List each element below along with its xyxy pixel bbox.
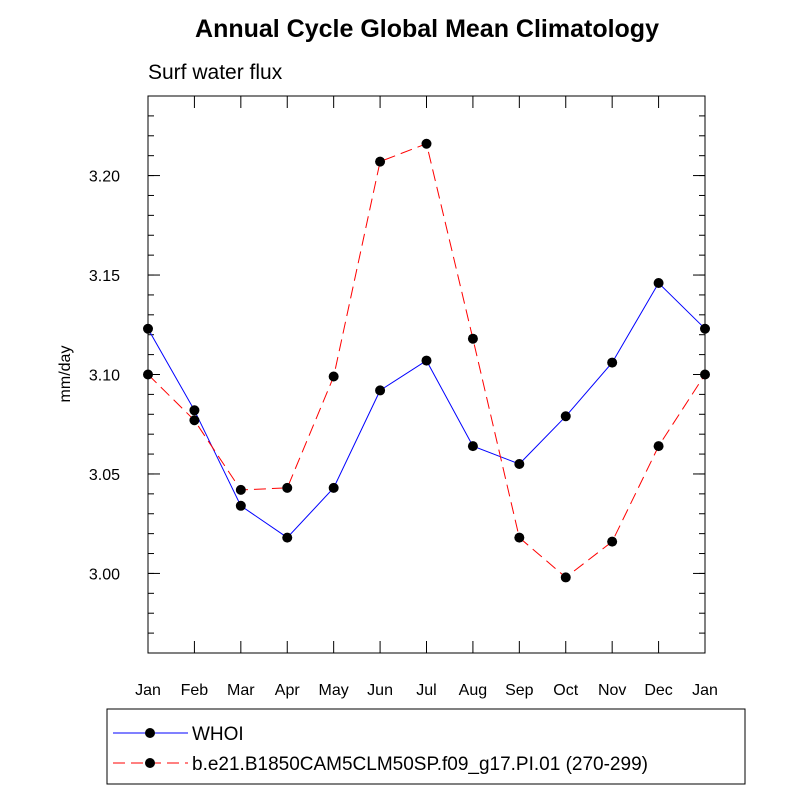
- plot-frame: [147, 95, 706, 654]
- series-1-point: [514, 459, 525, 470]
- legend-label-1: WHOI: [192, 724, 244, 745]
- x-tick-label: Jun: [367, 682, 393, 699]
- x-tick-label: Jan: [692, 682, 718, 699]
- chart-title: Annual Cycle Global Mean Climatology: [195, 15, 659, 43]
- legend-box: [106, 708, 746, 785]
- y-tick-labels: 3.00 3.05 3.10 3.15 3.20: [89, 169, 120, 584]
- y-tick-label: 3.20: [89, 169, 120, 186]
- x-tick-label: Dec: [644, 682, 672, 699]
- x-tick-label: Jan: [135, 682, 161, 699]
- series-2-point: [653, 441, 664, 452]
- chart-subtitle: Surf water flux: [148, 61, 283, 84]
- series-1-point: [189, 405, 200, 416]
- y-tick-label: 3.15: [89, 268, 120, 285]
- series-2-point: [607, 536, 618, 547]
- x-tick-label: Aug: [459, 682, 487, 699]
- series-1-point: [235, 500, 246, 511]
- y-tick-label: 3.00: [89, 566, 120, 583]
- series-2-point: [282, 482, 293, 493]
- series-2-point: [328, 371, 339, 382]
- x-tick-labels: Jan Feb Mar Apr May Jun Jul Aug Sep Oct Nov Dec Jan: [135, 682, 718, 699]
- y-axis-label: mm/day: [57, 346, 74, 403]
- x-tick-label: May: [319, 682, 349, 699]
- series-1-point: [421, 355, 432, 366]
- series-1-point: [375, 385, 386, 396]
- legend-marker-1: [145, 728, 155, 738]
- series-2-point: [421, 138, 432, 149]
- series-1-point: [282, 532, 293, 543]
- series-line-1: [147, 282, 706, 539]
- x-tick-label: Nov: [598, 682, 626, 699]
- legend-label-2: b.e21.B1850CAM5CLM50SP.f09_g17.PI.01 (27…: [192, 754, 648, 775]
- legend-marker-2: [145, 758, 155, 768]
- series-1-point: [328, 482, 339, 493]
- series-2-point: [235, 484, 246, 495]
- series-layer: [143, 138, 710, 583]
- legend: WHOI b.e21.B1850CAM5CLM50SP.f09_g17.PI.01…: [106, 708, 746, 785]
- series-1-point: [467, 441, 478, 452]
- x-tick-label: Mar: [227, 682, 255, 699]
- series-2-point: [189, 415, 200, 426]
- series-2-point: [514, 532, 525, 543]
- x-tick-label: Jul: [416, 682, 436, 699]
- x-tick-label: Feb: [181, 682, 209, 699]
- x-tick-label: Sep: [505, 682, 534, 699]
- series-1-point: [560, 411, 571, 422]
- series-2-point: [467, 333, 478, 344]
- axis-ticks: [147, 95, 706, 654]
- y-tick-label: 3.05: [89, 467, 120, 484]
- series-2-point: [375, 156, 386, 167]
- y-tick-label: 3.10: [89, 368, 120, 385]
- series-1-point: [653, 277, 664, 288]
- series-1-point: [607, 357, 618, 368]
- x-tick-label: Oct: [553, 682, 578, 699]
- series-2-point: [560, 572, 571, 583]
- x-tick-label: Apr: [275, 682, 301, 699]
